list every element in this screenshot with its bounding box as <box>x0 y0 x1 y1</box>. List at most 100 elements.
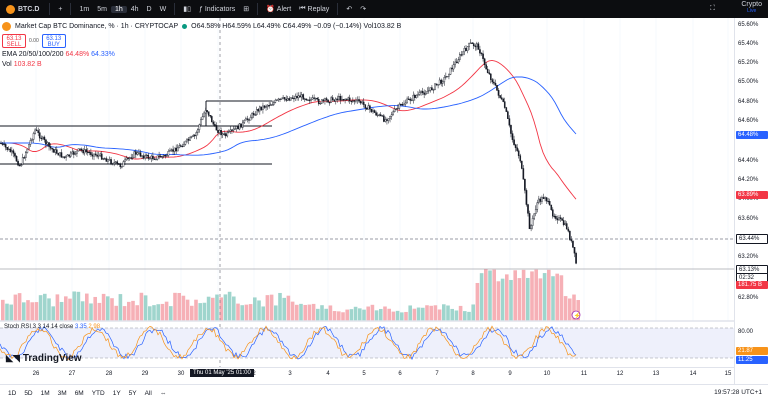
candle <box>159 153 162 158</box>
candle <box>483 57 486 68</box>
replay-button[interactable]: ⏮ Replay <box>295 5 333 13</box>
volume-bar <box>173 292 177 321</box>
brand-name: Crypto <box>741 1 762 8</box>
timezone-clock[interactable]: 19:57:28 UTC+1 <box>714 389 762 396</box>
candle <box>361 99 363 105</box>
price-axis[interactable]: 65.60% 65.40% 65.20% 65.00% 64.80% 64.60… <box>734 18 768 384</box>
candle <box>133 150 136 158</box>
interval-4h[interactable]: 4h <box>130 5 139 13</box>
candle <box>455 58 458 64</box>
interval-d[interactable]: D <box>146 5 152 13</box>
range-all[interactable]: All <box>144 389 152 397</box>
candle <box>79 148 81 152</box>
candle <box>63 156 66 160</box>
candle <box>241 119 244 130</box>
volume-bar <box>160 303 165 321</box>
interval-1m[interactable]: 1m <box>79 5 90 13</box>
buy-price: 63.13 <box>46 36 62 42</box>
candle <box>401 102 404 106</box>
range-1d[interactable]: 1D <box>8 389 17 397</box>
candle <box>300 91 303 101</box>
candle <box>482 50 484 62</box>
date-range-icon[interactable]: ⇔ <box>159 389 167 397</box>
sell-button[interactable]: 63.13 SELL <box>2 34 26 48</box>
volume-bar <box>236 303 240 321</box>
time-tick: 13 <box>652 371 660 377</box>
candle <box>145 153 148 159</box>
candle <box>510 124 512 138</box>
interval-1h[interactable]: 1h <box>110 5 127 13</box>
time-axis[interactable]: 26 27 28 29 30 2 3 4 5 6 7 8 9 10 11 12 … <box>0 367 734 381</box>
candle <box>224 132 227 139</box>
candle <box>279 98 281 102</box>
tradingview-mark-icon: ◣◥ <box>6 353 20 363</box>
volume-bar <box>290 301 295 321</box>
candle <box>500 94 503 101</box>
indicators-button[interactable]: ƒ Indicators <box>195 6 239 13</box>
range-5d[interactable]: 5D <box>24 389 33 397</box>
candle <box>238 123 241 131</box>
stoch-legend[interactable]: Stoch RSI 3 3 14 14 close 3.35 2.98 <box>4 324 100 330</box>
ema-legend[interactable]: EMA 20/50/100/200 64.48% 64.33% <box>2 51 401 58</box>
range-1y[interactable]: 1Y <box>112 389 121 397</box>
volume-bar <box>206 296 211 321</box>
candle <box>280 97 283 100</box>
candle <box>522 164 525 180</box>
layout-icon[interactable]: ⊞ <box>243 6 250 13</box>
candle <box>362 98 365 108</box>
candle <box>167 149 170 158</box>
candle <box>192 133 195 137</box>
candle <box>269 102 272 106</box>
interval-5m[interactable]: 5m <box>97 5 107 13</box>
candle <box>330 95 332 103</box>
candle <box>111 162 114 166</box>
candle <box>248 118 250 124</box>
candle <box>21 153 24 166</box>
candle <box>0 140 2 145</box>
candle <box>407 96 410 100</box>
fullscreen-icon[interactable]: ⛶ <box>710 5 715 12</box>
chart-type-icon[interactable]: ▮▯ <box>183 6 191 13</box>
candle <box>23 155 26 159</box>
volume-bar <box>572 294 576 321</box>
time-tick: 4 <box>326 371 330 377</box>
add-symbol-icon[interactable]: + <box>58 5 63 13</box>
tradingview-logo[interactable]: ◣◥ TradingView <box>6 353 82 364</box>
chart-canvas[interactable]: ⚡ <box>0 18 734 367</box>
candle <box>114 161 117 165</box>
symbol-search[interactable]: BTC.D <box>0 4 45 14</box>
volume-bar <box>47 298 51 321</box>
candle <box>524 178 526 194</box>
range-1m[interactable]: 1M <box>40 389 50 397</box>
volume-bar <box>488 270 492 321</box>
candle <box>438 77 441 86</box>
volume-bar <box>421 307 425 321</box>
volume-bar <box>345 309 349 321</box>
volume-bar <box>517 278 522 321</box>
lightning-glyph: ⚡ <box>574 312 581 320</box>
range-3m[interactable]: 3M <box>57 389 67 397</box>
undo-icon[interactable]: ↶ <box>346 6 353 13</box>
candle <box>333 99 336 102</box>
candle <box>161 155 164 160</box>
range-ytd[interactable]: YTD <box>91 389 105 397</box>
candle <box>221 132 224 139</box>
drawn-horizontal-lines[interactable] <box>0 100 734 270</box>
range-5y[interactable]: 5Y <box>128 389 137 397</box>
buy-button[interactable]: 63.13 BUY <box>41 34 66 48</box>
range-6m[interactable]: 6M <box>74 389 84 397</box>
volume-legend[interactable]: Vol 103.82 B <box>2 61 401 68</box>
lightning-icon[interactable] <box>571 310 581 320</box>
candle <box>352 97 354 103</box>
alert-button[interactable]: ⏰ Alert <box>262 5 295 14</box>
candle <box>18 163 21 167</box>
candle <box>265 104 267 111</box>
candle <box>162 154 165 159</box>
redo-icon[interactable]: ↷ <box>360 6 367 13</box>
time-tick: 26 <box>32 371 40 377</box>
interval-w[interactable]: W <box>159 5 167 13</box>
volume-bar <box>72 291 76 321</box>
candle <box>459 52 461 62</box>
candle <box>558 214 560 221</box>
candle <box>387 118 390 124</box>
